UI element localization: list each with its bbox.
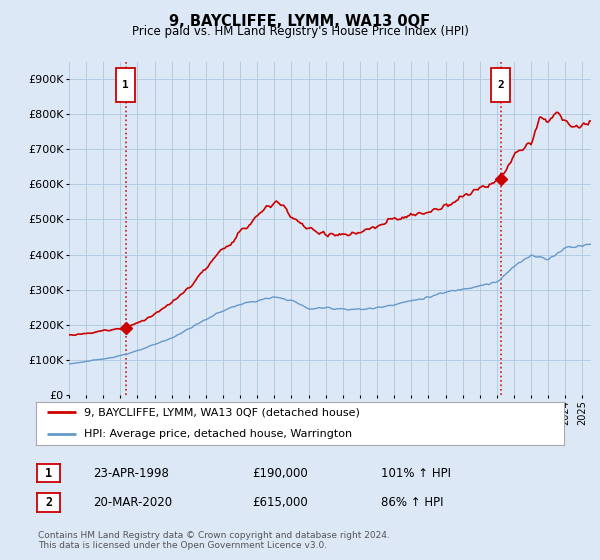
Text: 1: 1: [122, 80, 129, 90]
Text: 86% ↑ HPI: 86% ↑ HPI: [381, 496, 443, 509]
Text: 23-APR-1998: 23-APR-1998: [93, 466, 169, 480]
Text: 20-MAR-2020: 20-MAR-2020: [93, 496, 172, 509]
Text: 1: 1: [45, 466, 52, 480]
Text: Price paid vs. HM Land Registry's House Price Index (HPI): Price paid vs. HM Land Registry's House …: [131, 25, 469, 38]
Text: £190,000: £190,000: [252, 466, 308, 480]
FancyBboxPatch shape: [491, 68, 510, 101]
Text: Contains HM Land Registry data © Crown copyright and database right 2024.
This d: Contains HM Land Registry data © Crown c…: [38, 531, 389, 550]
Text: 2: 2: [497, 80, 504, 90]
Text: £615,000: £615,000: [252, 496, 308, 509]
Text: 9, BAYCLIFFE, LYMM, WA13 0QF (detached house): 9, BAYCLIFFE, LYMM, WA13 0QF (detached h…: [83, 407, 359, 417]
Text: HPI: Average price, detached house, Warrington: HPI: Average price, detached house, Warr…: [83, 429, 352, 439]
Text: 101% ↑ HPI: 101% ↑ HPI: [381, 466, 451, 480]
FancyBboxPatch shape: [116, 68, 135, 101]
Text: 9, BAYCLIFFE, LYMM, WA13 0QF: 9, BAYCLIFFE, LYMM, WA13 0QF: [169, 14, 431, 29]
Text: 2: 2: [45, 496, 52, 509]
